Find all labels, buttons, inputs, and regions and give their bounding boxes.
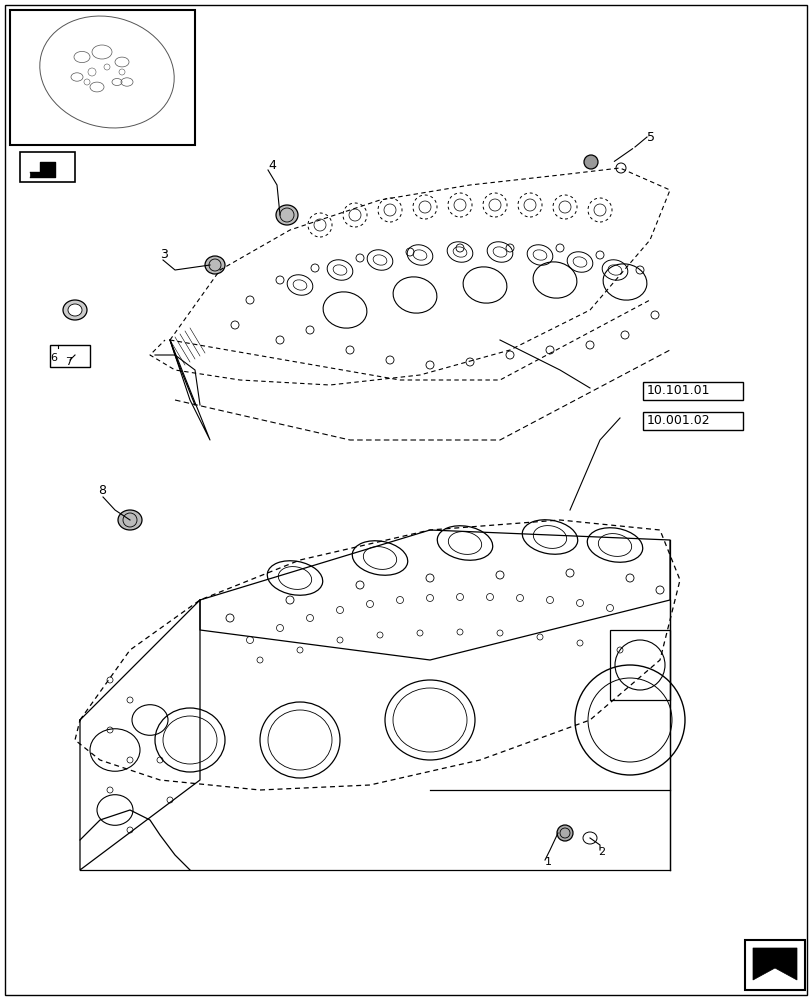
Bar bbox=[744, 940, 804, 990]
Ellipse shape bbox=[63, 300, 87, 320]
Ellipse shape bbox=[118, 510, 142, 530]
Bar bbox=[50, 345, 90, 367]
Text: 6: 6 bbox=[50, 353, 57, 363]
Circle shape bbox=[556, 825, 573, 841]
Text: 3: 3 bbox=[160, 248, 168, 261]
Polygon shape bbox=[30, 162, 55, 177]
Text: 10.101.01: 10.101.01 bbox=[646, 384, 710, 397]
Text: 4: 4 bbox=[268, 159, 276, 172]
Bar bbox=[10, 10, 195, 145]
Text: 1: 1 bbox=[544, 857, 551, 867]
Circle shape bbox=[583, 155, 597, 169]
Text: 7: 7 bbox=[65, 357, 72, 367]
Text: 2: 2 bbox=[597, 847, 604, 857]
Ellipse shape bbox=[276, 205, 298, 225]
Text: 10.001.02: 10.001.02 bbox=[646, 414, 710, 428]
Bar bbox=[642, 382, 742, 400]
Text: 8: 8 bbox=[98, 484, 106, 496]
Bar bbox=[609, 630, 669, 700]
Bar bbox=[642, 412, 742, 430]
Ellipse shape bbox=[204, 256, 225, 274]
Bar bbox=[20, 152, 75, 182]
Polygon shape bbox=[752, 948, 796, 980]
Text: 5: 5 bbox=[646, 131, 654, 144]
Ellipse shape bbox=[68, 304, 82, 316]
